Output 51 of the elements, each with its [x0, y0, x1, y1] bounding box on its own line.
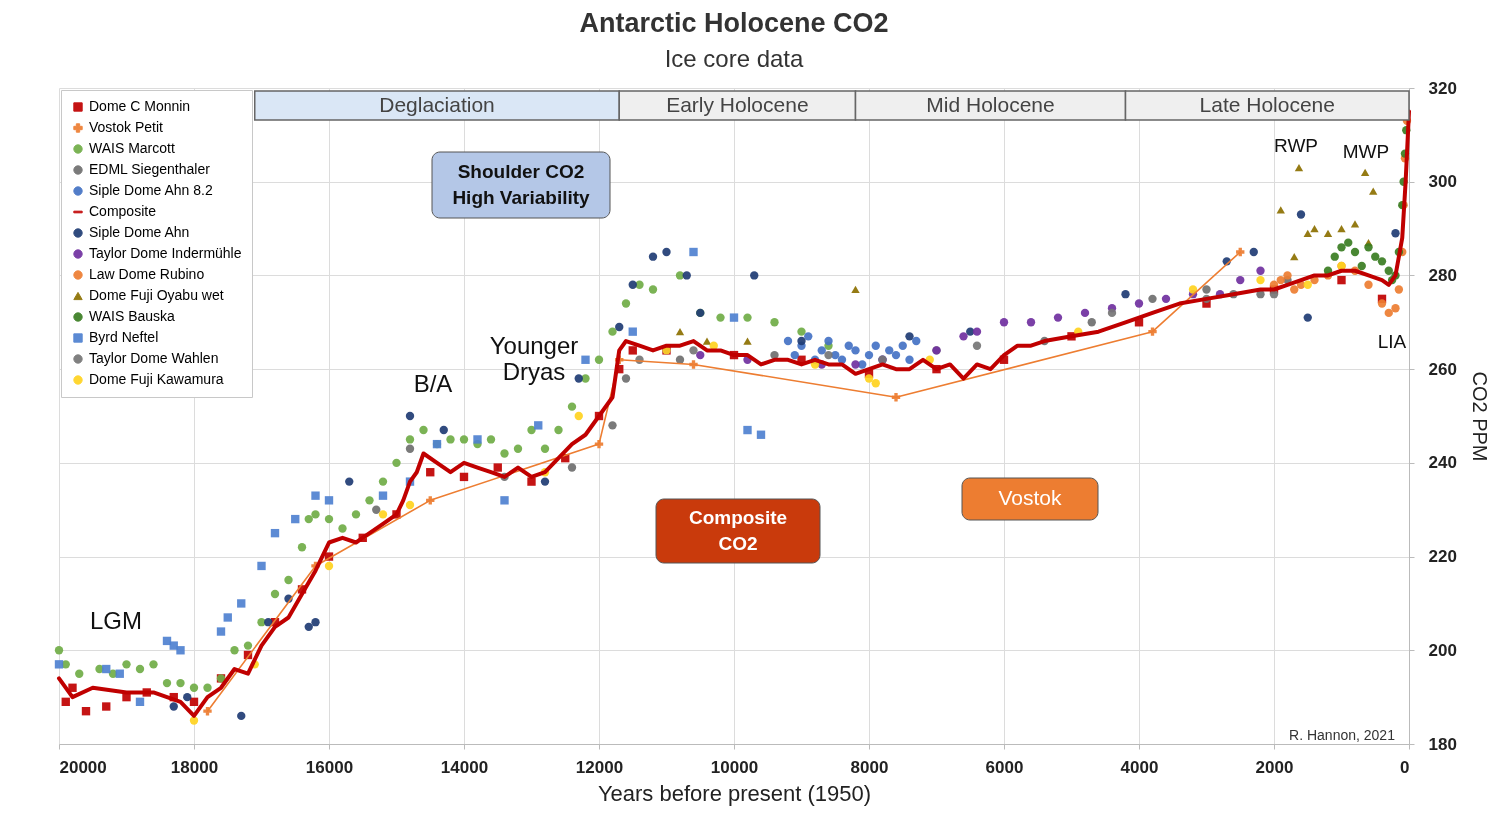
legend-label: Byrd Neftel — [89, 329, 159, 345]
x-tick-label: 12000 — [575, 757, 624, 777]
y-tick-label: 300 — [1428, 172, 1457, 192]
x-tick-label: 10000 — [710, 757, 759, 777]
legend-label: Siple Dome Ahn — [89, 224, 190, 240]
legend-label: Taylor Dome Indermühle — [89, 245, 242, 261]
annotation: R. Hannon, 2021 — [1289, 727, 1396, 743]
legend-label: Siple Dome Ahn 8.2 — [89, 182, 213, 198]
band-label: Mid Holocene — [926, 93, 1055, 116]
annotation: Composite CO2 — [688, 507, 788, 554]
x-tick-label: 16000 — [305, 757, 354, 777]
legend-label: WAIS Bauska — [89, 308, 176, 324]
legend-label: Dome Fuji Kawamura — [89, 371, 224, 387]
x-tick-label: 4000 — [1120, 757, 1159, 777]
annotation: Vostok — [998, 486, 1063, 509]
annotation: RWP — [1274, 135, 1318, 156]
annotation: Younger Dryas — [489, 332, 579, 385]
legend-label: Law Dome Rubino — [89, 266, 205, 282]
band-label: Deglaciation — [379, 93, 495, 116]
band-label: Late Holocene — [1199, 93, 1335, 116]
y-tick-label: 320 — [1428, 78, 1457, 98]
x-tick-label: 6000 — [985, 757, 1024, 777]
annotation: B/A — [413, 370, 453, 397]
annotation: LIA — [1377, 331, 1407, 352]
y-tick-label: 220 — [1428, 547, 1457, 567]
legend-label: EDML Siegenthaler — [89, 161, 211, 177]
y-tick-label: 240 — [1428, 453, 1457, 473]
legend-label: WAIS Marcott — [89, 140, 175, 156]
x-axis-title: Years before present (1950) — [597, 780, 872, 806]
legend-label: Composite — [89, 203, 157, 219]
y-tick-label: 280 — [1428, 265, 1457, 285]
x-tick-label: 14000 — [440, 757, 489, 777]
legend-label: Dome Fuji Oyabu wet — [89, 287, 224, 303]
x-tick-label: 20000 — [59, 757, 107, 777]
x-tick-label: 0 — [1400, 757, 1410, 777]
x-tick-label: 2000 — [1255, 757, 1294, 777]
legend-label: Vostok Petit — [89, 119, 164, 135]
chart-title: Antarctic Holocene CO2 — [579, 8, 889, 38]
legend-label: Taylor Dome Wahlen — [89, 350, 219, 366]
y-tick-label: 260 — [1428, 359, 1457, 379]
y-axis-title: CO2 PPM — [1468, 371, 1491, 462]
x-tick-label: 8000 — [850, 757, 889, 777]
y-tick-label: 200 — [1428, 640, 1457, 660]
legend-label: Dome C Monnin — [89, 98, 191, 114]
x-tick-label: 18000 — [170, 757, 219, 777]
y-tick-label: 180 — [1428, 734, 1457, 754]
annotation: MWP — [1342, 141, 1390, 162]
chart-subtitle: Ice core data — [664, 45, 805, 72]
annotation: Shoulder CO2 High Variability — [452, 161, 591, 208]
band-label: Early Holocene — [666, 93, 809, 116]
annotation: LGM — [89, 607, 143, 634]
